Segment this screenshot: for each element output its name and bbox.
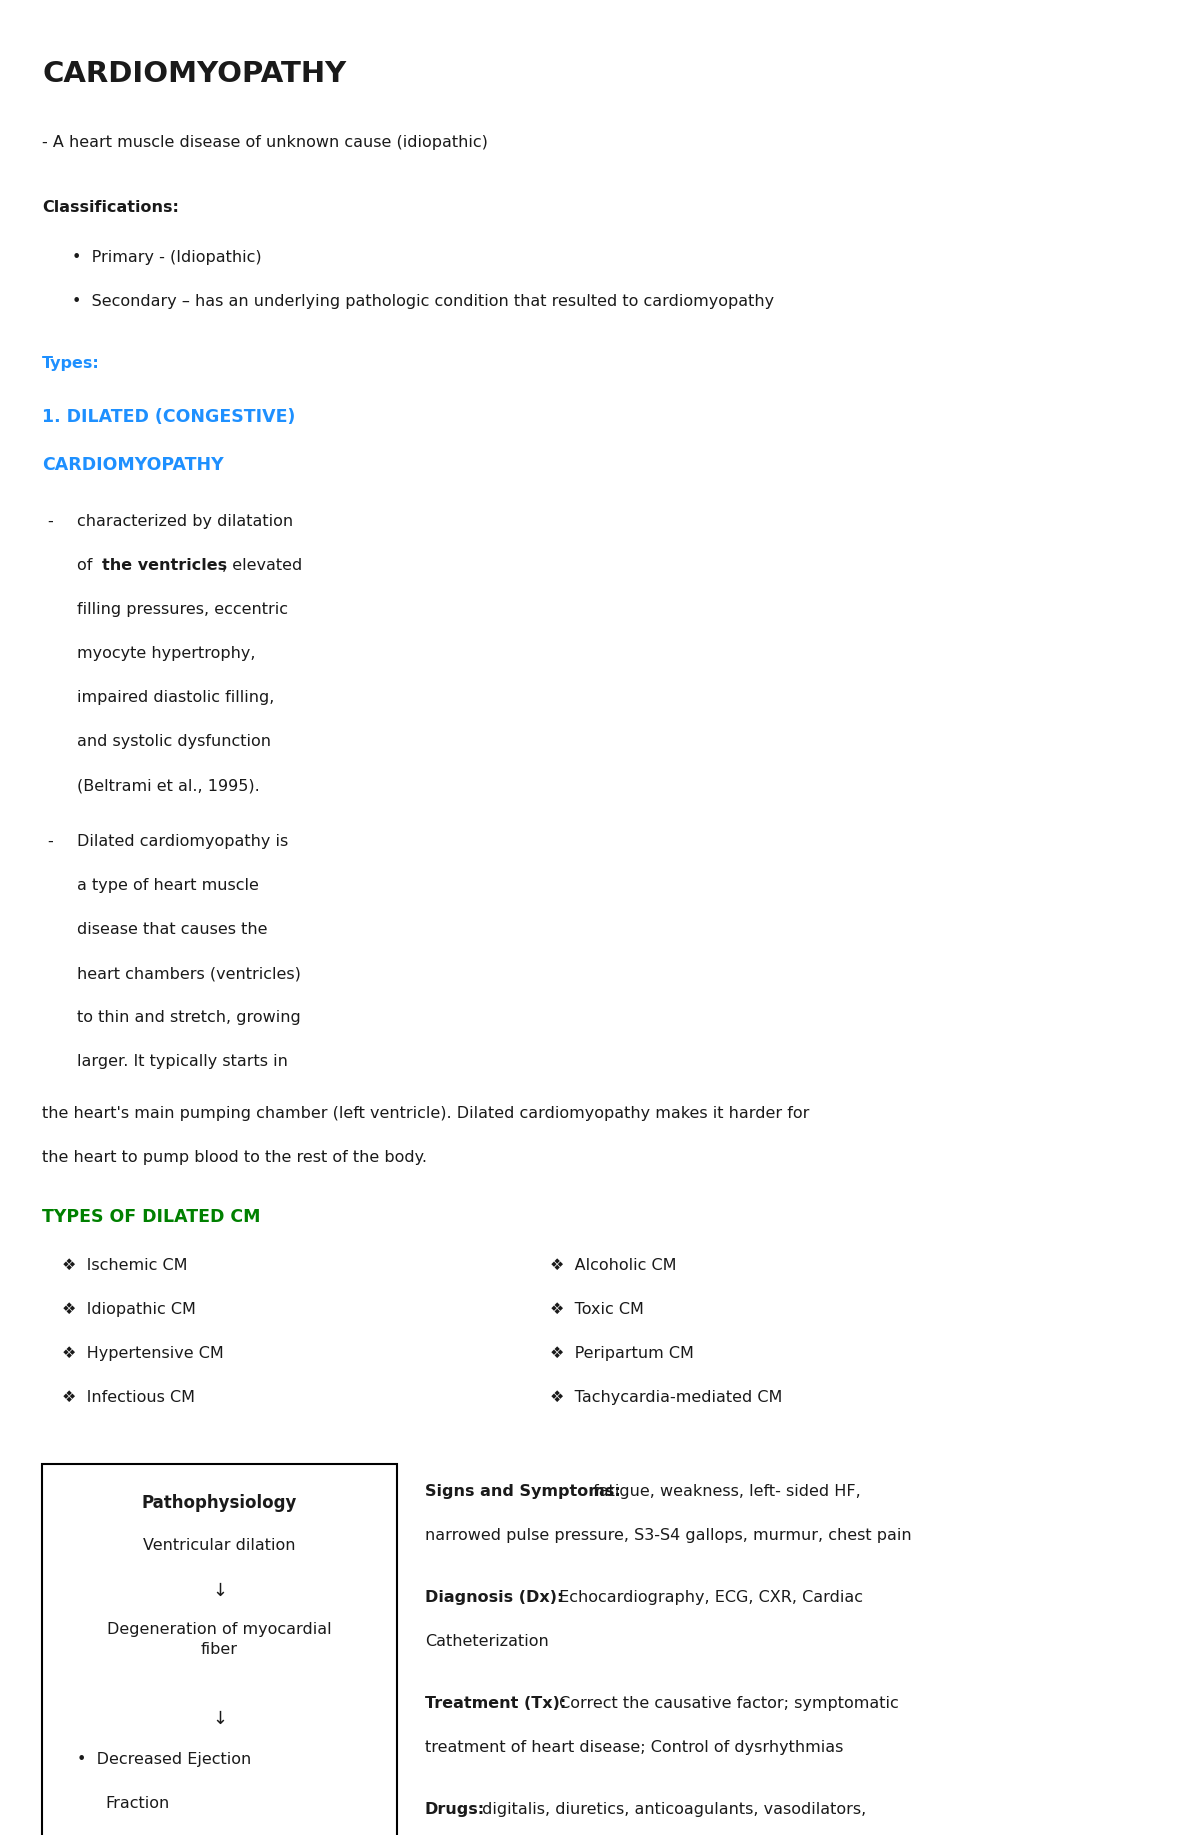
Text: CARDIOMYOPATHY: CARDIOMYOPATHY <box>42 457 223 473</box>
Text: disease that causes the: disease that causes the <box>77 921 268 938</box>
Text: digitalis, diuretics, anticoagulants, vasodilators,: digitalis, diuretics, anticoagulants, va… <box>476 1802 866 1817</box>
Text: the ventricles: the ventricles <box>102 558 227 573</box>
Text: ❖  Hypertensive CM: ❖ Hypertensive CM <box>62 1347 223 1362</box>
Text: myocyte hypertrophy,: myocyte hypertrophy, <box>77 646 256 661</box>
Text: 1. DILATED (CONGESTIVE): 1. DILATED (CONGESTIVE) <box>42 407 295 426</box>
Text: filling pressures, eccentric: filling pressures, eccentric <box>77 602 288 617</box>
Text: a type of heart muscle: a type of heart muscle <box>77 877 259 894</box>
Text: Diagnosis (Dx):: Diagnosis (Dx): <box>425 1589 563 1606</box>
Text: (Beltrami et al., 1995).: (Beltrami et al., 1995). <box>77 778 259 793</box>
Text: , elevated: , elevated <box>222 558 302 573</box>
Text: TYPES OF DILATED CM: TYPES OF DILATED CM <box>42 1207 260 1226</box>
Text: narrowed pulse pressure, S3-S4 gallops, murmur, chest pain: narrowed pulse pressure, S3-S4 gallops, … <box>425 1529 912 1543</box>
Text: fatigue, weakness, left- sided HF,: fatigue, weakness, left- sided HF, <box>588 1485 862 1499</box>
Text: Treatment (Tx):: Treatment (Tx): <box>425 1696 566 1710</box>
FancyBboxPatch shape <box>42 1464 397 1835</box>
Text: Catheterization: Catheterization <box>425 1633 548 1650</box>
Text: Types:: Types: <box>42 356 100 371</box>
Text: Ventricular dilation: Ventricular dilation <box>143 1538 295 1552</box>
Text: Degeneration of myocardial
fiber: Degeneration of myocardial fiber <box>107 1622 332 1657</box>
Text: heart chambers (ventricles): heart chambers (ventricles) <box>77 965 301 982</box>
Text: Correct the causative factor; symptomatic: Correct the causative factor; symptomati… <box>554 1696 899 1710</box>
Text: treatment of heart disease; Control of dysrhythmias: treatment of heart disease; Control of d… <box>425 1740 844 1754</box>
Text: impaired diastolic filling,: impaired diastolic filling, <box>77 690 275 705</box>
Text: ↓: ↓ <box>212 1582 227 1600</box>
Text: - A heart muscle disease of unknown cause (idiopathic): - A heart muscle disease of unknown caus… <box>42 136 488 150</box>
Text: ❖  Toxic CM: ❖ Toxic CM <box>550 1303 644 1318</box>
Text: Dilated cardiomyopathy is: Dilated cardiomyopathy is <box>77 833 288 850</box>
Text: -: - <box>47 514 53 528</box>
Text: Signs and Symptoms:: Signs and Symptoms: <box>425 1485 620 1499</box>
Text: characterized by dilatation: characterized by dilatation <box>77 514 293 528</box>
Text: •  Secondary – has an underlying pathologic condition that resulted to cardiomyo: • Secondary – has an underlying patholog… <box>72 294 774 308</box>
Text: Echocardiography, ECG, CXR, Cardiac: Echocardiography, ECG, CXR, Cardiac <box>554 1589 863 1606</box>
Text: ❖  Ischemic CM: ❖ Ischemic CM <box>62 1259 187 1273</box>
Text: •  Decreased Ejection: • Decreased Ejection <box>77 1752 251 1767</box>
Text: ❖  Peripartum CM: ❖ Peripartum CM <box>550 1347 694 1362</box>
Text: ❖  Infectious CM: ❖ Infectious CM <box>62 1389 194 1406</box>
Text: ❖  Tachycardia-mediated CM: ❖ Tachycardia-mediated CM <box>550 1389 782 1406</box>
Text: larger. It typically starts in: larger. It typically starts in <box>77 1053 288 1070</box>
Text: of: of <box>77 558 97 573</box>
Text: ❖  Idiopathic CM: ❖ Idiopathic CM <box>62 1303 196 1318</box>
Text: •  Primary - (Idiopathic): • Primary - (Idiopathic) <box>72 250 262 264</box>
Text: the heart's main pumping chamber (left ventricle). Dilated cardiomyopathy makes : the heart's main pumping chamber (left v… <box>42 1107 809 1121</box>
Text: Fraction: Fraction <box>106 1796 169 1811</box>
Text: Drugs:: Drugs: <box>425 1802 485 1817</box>
Text: to thin and stretch, growing: to thin and stretch, growing <box>77 1009 301 1026</box>
Text: CARDIOMYOPATHY: CARDIOMYOPATHY <box>42 61 346 88</box>
Text: -: - <box>47 833 53 850</box>
Text: ❖  Alcoholic CM: ❖ Alcoholic CM <box>550 1259 677 1273</box>
Text: Pathophysiology: Pathophysiology <box>142 1494 298 1512</box>
Text: ↓: ↓ <box>212 1710 227 1729</box>
Text: and systolic dysfunction: and systolic dysfunction <box>77 734 271 749</box>
Text: the heart to pump blood to the rest of the body.: the heart to pump blood to the rest of t… <box>42 1151 427 1165</box>
Text: Classifications:: Classifications: <box>42 200 179 215</box>
